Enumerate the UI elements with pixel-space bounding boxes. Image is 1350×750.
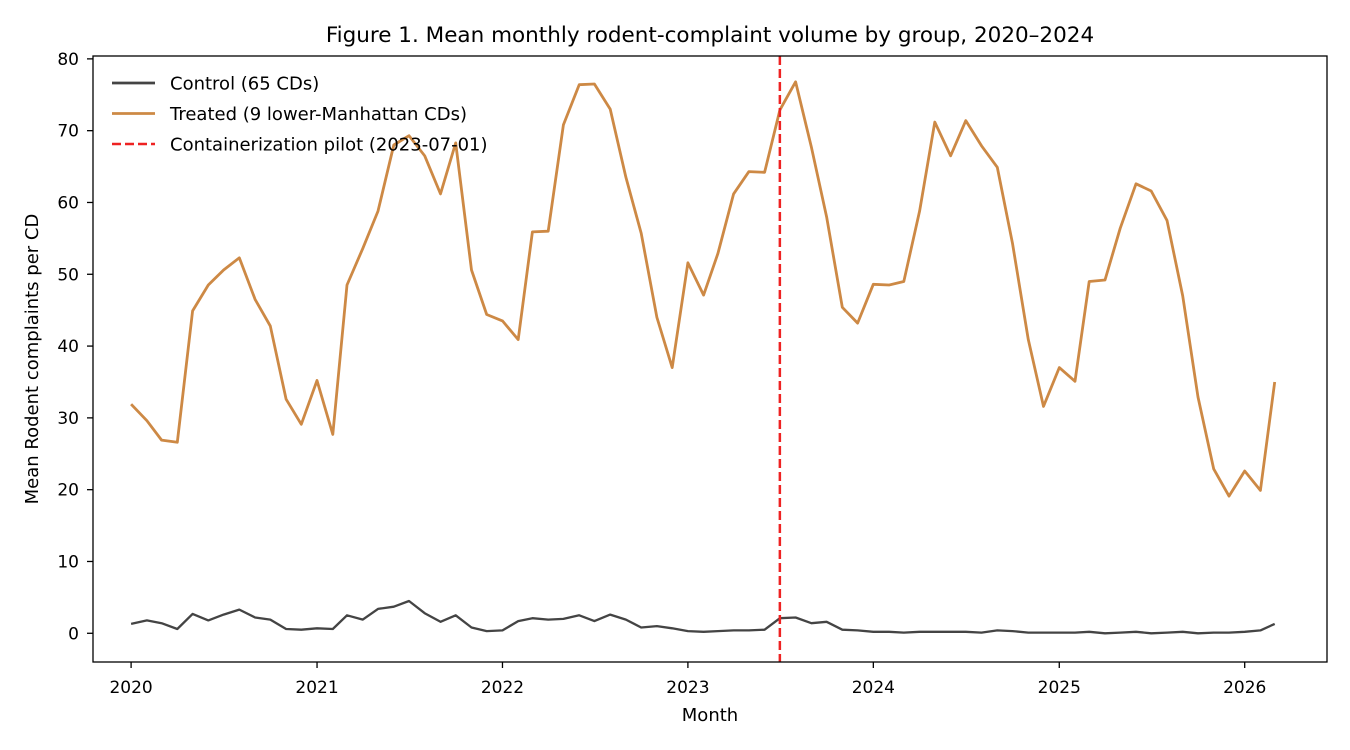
x-tick-label: 2023 xyxy=(666,678,709,698)
legend: Control (65 CDs) Treated (9 lower-Manhatt… xyxy=(112,74,488,156)
series-line-treated xyxy=(130,80,1277,498)
x-axis: 2020 2021 2022 2023 2024 2025 2026 xyxy=(109,662,1266,698)
x-tick-label: 2021 xyxy=(295,678,338,698)
y-axis: 0 10 20 30 40 50 60 70 80 xyxy=(57,50,93,644)
y-tick-label: 30 xyxy=(57,409,79,429)
y-axis-title: Mean Rodent complaints per CD xyxy=(22,214,43,505)
legend-label: Treated (9 lower-Manhattan CDs) xyxy=(169,104,467,125)
y-tick-label: 70 xyxy=(57,122,79,142)
x-tick-label: 2022 xyxy=(481,678,524,698)
x-tick-label: 2025 xyxy=(1038,678,1081,698)
plot-frame xyxy=(92,55,1328,663)
legend-item-pilot: Containerization pilot (2023-07-01) xyxy=(112,135,488,156)
x-tick-label: 2024 xyxy=(852,678,895,698)
y-tick-label: 60 xyxy=(57,193,79,213)
chart-title: Figure 1. Mean monthly rodent-complaint … xyxy=(326,23,1094,48)
y-tick-label: 50 xyxy=(57,265,79,285)
legend-item-control: Control (65 CDs) xyxy=(112,74,319,95)
y-tick-label: 80 xyxy=(57,50,79,70)
x-tick-label: 2026 xyxy=(1223,678,1266,698)
series-layer xyxy=(130,80,1277,635)
series-line-control xyxy=(130,599,1276,635)
y-tick-label: 20 xyxy=(57,481,79,501)
legend-label: Control (65 CDs) xyxy=(170,74,319,95)
y-tick-label: 0 xyxy=(68,624,79,644)
y-tick-label: 40 xyxy=(57,337,79,357)
x-axis-title: Month xyxy=(682,705,738,726)
legend-item-treated: Treated (9 lower-Manhattan CDs) xyxy=(112,104,467,125)
x-tick-label: 2020 xyxy=(109,678,152,698)
y-tick-label: 10 xyxy=(57,552,79,572)
legend-label: Containerization pilot (2023-07-01) xyxy=(170,135,488,156)
